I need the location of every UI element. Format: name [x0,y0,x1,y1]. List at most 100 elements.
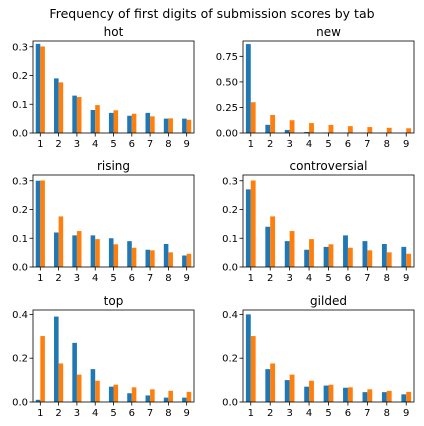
bar-hot-s2-1 [40,46,45,133]
panel-title: new [316,25,341,39]
bar-new-s2-6 [348,126,353,133]
x-tick-label: 8 [165,408,171,419]
bar-top-s2-9 [187,392,192,402]
x-tick-label: 9 [183,139,189,150]
bar-controversial-s2-3 [290,231,295,267]
bar-hot-s2-9 [187,120,192,133]
bar-hot-s1-8 [164,119,169,133]
chart-panel-hot: 1 2 3 4 5 6 7 8 9 0.0 0.1 0.2 0.3 hot [12,25,194,150]
bar-hot-s1-3 [72,96,77,133]
bar-controversial-s1-9 [401,247,406,267]
bar-rising-s1-5 [109,238,114,267]
bar-gilded-s1-8 [382,392,387,402]
y-tick-label: 0.2 [222,205,238,216]
x-tick-label: 5 [325,273,331,284]
bar-top-s1-2 [54,317,59,402]
y-tick-label: 0.1 [12,234,28,245]
y-tick-label: 0.0 [222,263,238,274]
bar-top-s2-1 [40,336,45,402]
x-tick-label: 9 [183,408,189,419]
chart-panel-new: 1 2 3 4 5 6 7 8 9 0.00 0.25 0.50 0.75 new [216,25,414,150]
bar-top-s2-2 [59,363,64,402]
bar-new-s2-8 [387,128,392,133]
bar-controversial-s2-4 [309,239,314,267]
x-tick-label: 7 [147,273,153,284]
x-tick-label: 9 [403,139,409,150]
panel-title: controversial [290,159,368,173]
x-tick-label: 2 [55,139,61,150]
x-tick-label: 2 [267,273,273,284]
x-tick-label: 4 [92,273,98,284]
x-tick-label: 5 [325,139,331,150]
y-tick-label: 0.4 [222,310,238,321]
bar-top-s1-3 [72,343,77,402]
bar-gilded-s1-2 [265,369,270,402]
bar-rising-s1-7 [146,250,151,267]
x-tick-label: 9 [183,273,189,284]
bar-top-s2-6 [132,387,137,402]
bar-hot-s2-3 [77,97,82,133]
y-tick-label: 0.1 [12,100,28,111]
bar-gilded-s1-5 [324,386,329,402]
y-tick-label: 0.25 [216,103,238,114]
x-tick-label: 6 [129,408,135,419]
bar-controversial-s2-7 [367,250,372,267]
bar-rising-s2-9 [187,254,192,267]
panel-title: gilded [310,294,347,308]
x-tick-label: 7 [147,408,153,419]
bar-new-s2-1 [251,102,256,133]
bar-gilded-s1-4 [304,387,309,402]
bar-controversial-s2-5 [329,244,334,267]
bar-controversial-s1-3 [285,241,290,267]
y-tick-label: 0.0 [12,398,28,409]
panel-title: rising [97,159,130,173]
bar-controversial-s1-8 [382,244,387,267]
x-tick-label: 5 [110,139,116,150]
bar-gilded-s2-2 [270,363,275,402]
bar-gilded-s2-1 [251,336,256,402]
bar-controversial-s2-9 [406,254,411,267]
x-tick-label: 8 [165,273,171,284]
bar-top-s1-8 [164,398,169,402]
figure-title: Frequency of first digits of submission … [49,6,374,21]
x-tick-label: 1 [248,273,254,284]
bar-gilded-s2-4 [309,381,314,402]
bar-new-s2-5 [329,125,334,133]
panel-title: hot [104,25,124,39]
x-tick-label: 3 [74,408,80,419]
y-tick-label: 0.0 [12,129,28,140]
bar-gilded-s1-3 [285,380,290,402]
y-tick-label: 0.3 [12,42,28,53]
bar-new-s1-3 [285,130,290,133]
x-tick-label: 6 [345,408,351,419]
y-tick-label: 0.4 [12,310,28,321]
bar-new-s1-2 [265,125,270,133]
y-tick-label: 0.2 [222,354,238,365]
bar-rising-s2-4 [95,239,100,267]
axes-frame [243,41,414,133]
bar-hot-s2-7 [150,116,155,133]
x-tick-label: 6 [345,139,351,150]
x-tick-label: 1 [248,139,254,150]
x-tick-label: 9 [403,408,409,419]
bar-gilded-s2-5 [329,385,334,402]
x-tick-label: 6 [129,139,135,150]
bar-controversial-s1-5 [324,247,329,267]
bar-new-s2-9 [406,128,411,133]
y-tick-label: 0.2 [12,354,28,365]
y-tick-label: 0.50 [216,77,238,88]
bar-top-s1-6 [127,393,132,402]
x-tick-label: 2 [267,139,273,150]
bar-hot-s2-8 [168,118,173,133]
bar-hot-s2-2 [59,82,64,133]
x-tick-label: 5 [110,273,116,284]
x-tick-label: 3 [286,139,292,150]
bar-top-s2-5 [114,385,119,402]
x-tick-label: 1 [37,408,43,419]
bar-hot-s1-4 [91,110,96,133]
bar-top-s1-9 [182,398,187,402]
x-tick-label: 1 [248,408,254,419]
x-tick-label: 7 [364,273,370,284]
x-tick-label: 4 [92,139,98,150]
